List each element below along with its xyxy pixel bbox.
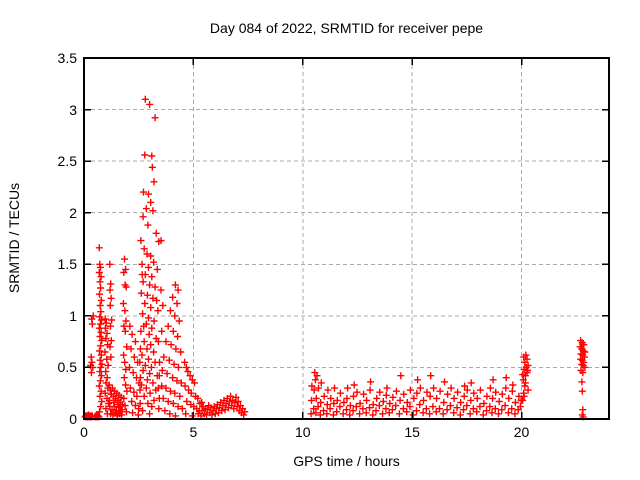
x-tick-label: 5 — [189, 424, 198, 440]
x-tick-label: 20 — [513, 424, 530, 440]
x-axis-title: GPS time / hours — [293, 453, 400, 469]
y-tick-label: 2.5 — [57, 153, 77, 170]
plot-border — [83, 57, 610, 420]
x-tick-label: 10 — [294, 424, 311, 440]
y-tick-label: 1.5 — [57, 256, 77, 273]
x-tick-label: 15 — [404, 424, 420, 440]
y-tick-label: 0 — [69, 411, 77, 427]
scatter-points — [81, 95, 589, 421]
y-tick-label: 3.5 — [57, 50, 77, 66]
chart-title: Day 084 of 2022, SRMTID for receiver pep… — [209, 20, 484, 36]
x-tick-label: 0 — [80, 424, 88, 440]
y-tick-label: 1 — [69, 307, 77, 324]
y-tick-label: 3 — [69, 101, 77, 118]
y-tick-label: 0.5 — [57, 359, 77, 376]
y-tick-label: 2 — [69, 204, 77, 221]
